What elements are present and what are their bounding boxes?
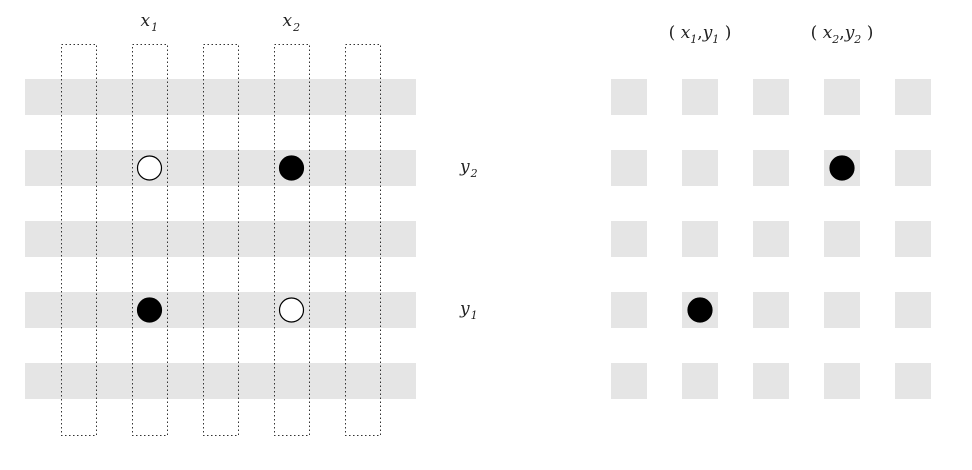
grid-cell xyxy=(824,292,860,328)
filled-point xyxy=(278,155,305,181)
grid-cell xyxy=(895,363,931,399)
left-panel-grid xyxy=(25,44,416,436)
grid-cell xyxy=(895,292,931,328)
grid-cell xyxy=(611,363,647,399)
filled-point xyxy=(687,297,713,323)
grid-cell xyxy=(611,292,647,328)
filled-point xyxy=(136,297,163,323)
row-band xyxy=(25,363,416,399)
grid-cell xyxy=(753,363,789,399)
open-point xyxy=(136,155,163,181)
grid-cell xyxy=(753,221,789,257)
grid-cell xyxy=(895,79,931,115)
row-band xyxy=(25,79,416,115)
right-panel-grid xyxy=(611,79,931,399)
grid-cell xyxy=(682,221,718,257)
grid-cell xyxy=(753,79,789,115)
column-outline xyxy=(203,44,239,436)
filled-point xyxy=(829,155,855,181)
grid-cell xyxy=(682,79,718,115)
open-point xyxy=(278,297,305,323)
grid-cell xyxy=(895,221,931,257)
grid-cell xyxy=(824,363,860,399)
column-label-x2: x2 xyxy=(283,11,301,34)
grid-cell xyxy=(753,292,789,328)
column-outline xyxy=(274,44,310,436)
coordinate-label-2: ( x2,y2 ) xyxy=(811,23,874,46)
column-outline xyxy=(345,44,381,436)
row-label-y2: y2 xyxy=(459,157,478,180)
row-band xyxy=(25,150,416,186)
grid-cell xyxy=(611,221,647,257)
grid-cell xyxy=(682,150,718,186)
grid-cell xyxy=(611,150,647,186)
left-panel-labels: x1 x2 y2 y1 xyxy=(141,11,478,322)
column-label-x1: x1 xyxy=(141,11,159,34)
grid-cell xyxy=(753,150,789,186)
right-panel-labels: ( x1,y1 ) ( x2,y2 ) xyxy=(669,23,874,46)
grid-cell xyxy=(611,79,647,115)
grid-cell xyxy=(682,363,718,399)
column-outline xyxy=(61,44,97,436)
row-band xyxy=(25,292,416,328)
column-outline xyxy=(132,44,168,436)
row-band xyxy=(25,221,416,257)
grid-cell xyxy=(895,150,931,186)
grid-cell xyxy=(824,221,860,257)
grid-cell xyxy=(824,79,860,115)
coordinate-label-1: ( x1,y1 ) xyxy=(669,23,732,46)
row-label-y1: y1 xyxy=(459,299,478,322)
